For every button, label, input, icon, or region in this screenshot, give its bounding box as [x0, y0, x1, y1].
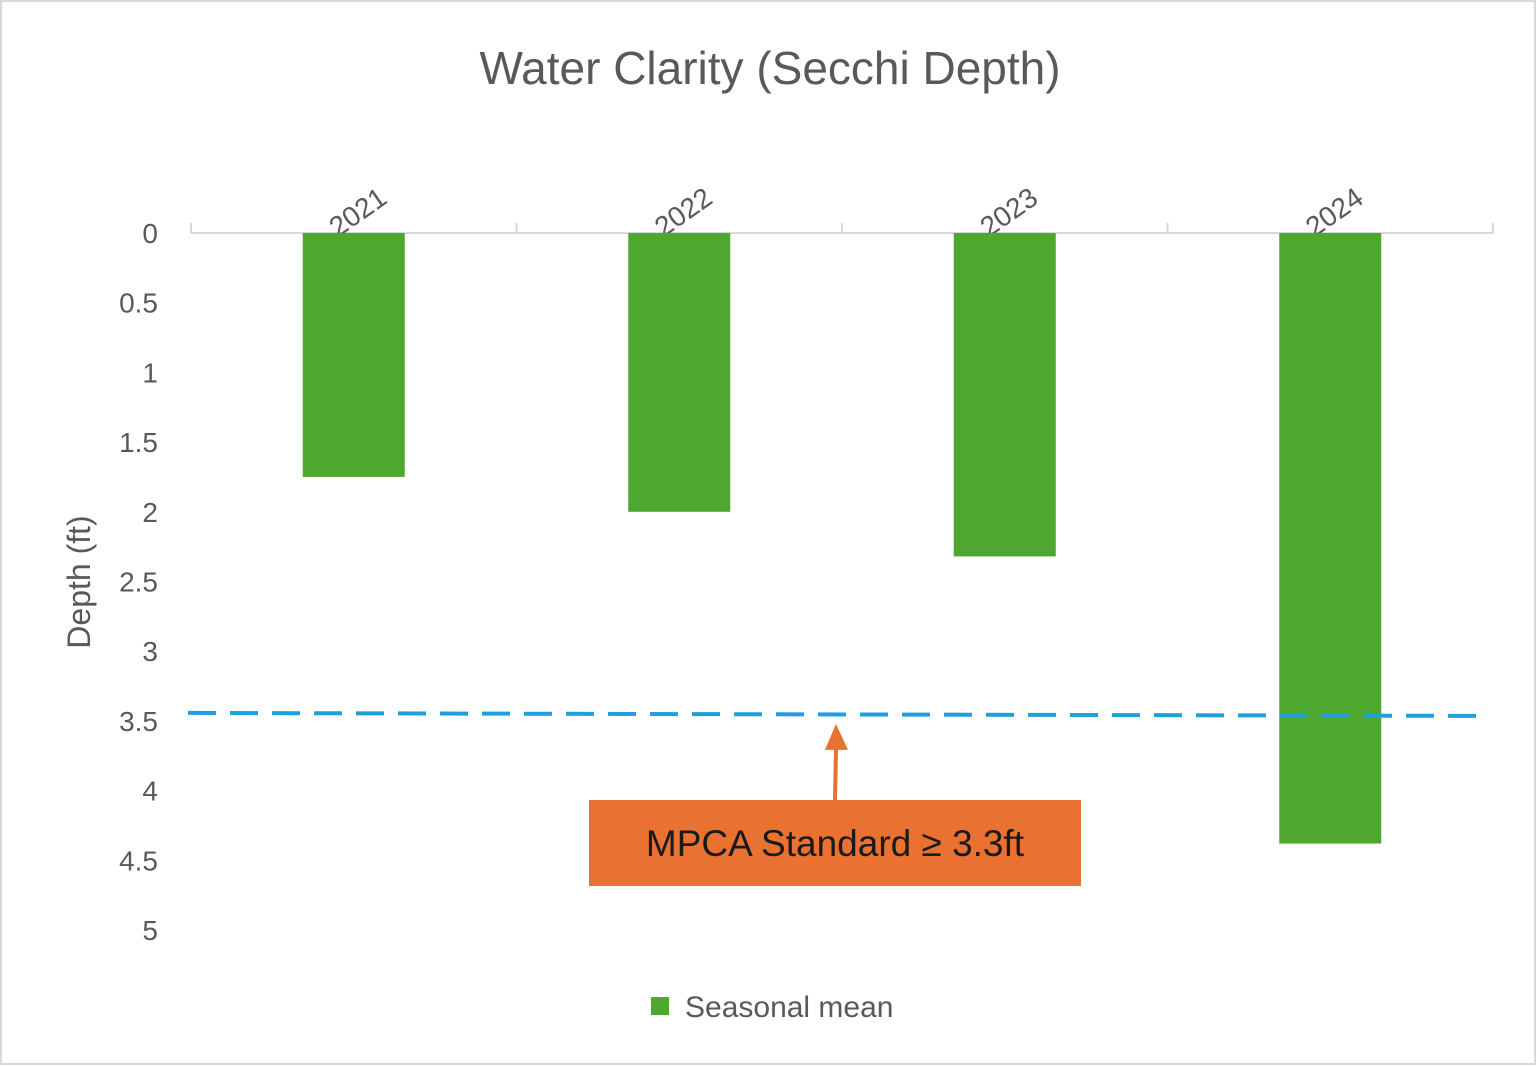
- y-tick-label-8: 4: [142, 776, 158, 807]
- y-tick-label-3: 1.5: [119, 427, 158, 458]
- y-tick-label-9: 4.5: [119, 845, 158, 876]
- bar-series-seasonal-mean: [302, 233, 1382, 844]
- bar-2021: [302, 233, 405, 477]
- callout-arrow: [825, 723, 848, 801]
- chart-title: Water Clarity (Secchi Depth): [479, 42, 1060, 94]
- y-tick-label-7: 3.5: [119, 706, 158, 737]
- callout-arrow-head: [825, 723, 848, 750]
- y-tick-label-5: 2.5: [119, 567, 158, 598]
- y-tick-label-10: 5: [142, 915, 158, 946]
- legend-label-seasonal-mean: Seasonal mean: [685, 991, 893, 1024]
- y-axis-label: Depth (ft): [61, 515, 97, 648]
- y-tick-label-6: 3: [142, 636, 158, 667]
- bar-2024: [1279, 233, 1382, 844]
- bar-2022: [628, 233, 731, 512]
- callout-arrow-shaft: [833, 747, 838, 801]
- y-tick-label-4: 2: [142, 497, 158, 528]
- y-axis-tick-labels: 0 0.5 1 1.5 2 2.5 3 3.5 4 4.5 5: [119, 218, 158, 946]
- mpca-standard-callout-box: [589, 800, 1081, 886]
- x-axis-ticks: [190, 223, 1494, 233]
- bar-2023: [953, 233, 1056, 557]
- y-tick-label-1: 0.5: [119, 288, 158, 319]
- y-tick-label-0: 0: [142, 218, 158, 249]
- mpca-standard-callout-text: MPCA Standard ≥ 3.3ft: [646, 823, 1025, 864]
- legend-swatch-seasonal-mean: [651, 997, 669, 1015]
- y-tick-label-2: 1: [142, 357, 158, 388]
- mpca-standard-reference-line: [187, 710, 1487, 718]
